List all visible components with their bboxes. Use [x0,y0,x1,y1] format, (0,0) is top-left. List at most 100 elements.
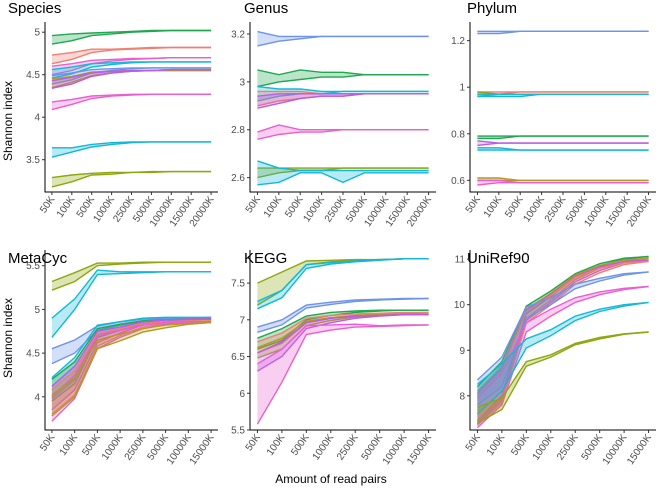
series-line-lower-3 [257,90,429,102]
x-tick-label: 2500K [335,432,361,462]
series-ribbon-2 [257,69,429,87]
series-ribbon-10 [51,171,212,187]
series-line-lower-4 [477,93,649,98]
x-tick-label: 100K [482,194,505,220]
x-tick-label: 5000K [580,432,606,462]
series-line-upper-1 [476,255,649,388]
y-tick-label: 4 [34,113,40,124]
x-tick-label: 2500K [323,194,349,224]
y-tick-label: 8 [459,391,465,402]
series-ribbon-1 [51,30,212,45]
y-tick-label: 5.5 [26,261,40,272]
y-axis-label-bottom: Shannon index [1,298,15,378]
y-tick-label: 3 [239,77,245,88]
series-ribbon-9 [51,322,212,416]
series-ribbon-7 [51,69,212,89]
x-tick-label: 15000K [405,432,434,467]
x-tick-label: 100K [55,194,78,220]
y-tick-label: 2.6 [231,173,245,184]
panel-title: Phylum [467,0,517,17]
y-tick-label: 4.5 [26,349,40,360]
series-line-lower-8 [51,93,212,111]
x-tick-label: 1000K [531,432,557,462]
series-line-upper-4 [51,316,212,379]
y-tick-label: 2.8 [231,125,245,136]
series-ribbon-7 [477,302,649,415]
y-tick-label: 4.5 [26,70,40,81]
y-tick-label: 7.5 [231,279,245,290]
x-tick-label: 500K [289,432,312,458]
series-line-upper-8 [257,323,429,365]
series-line-lower-6 [257,128,429,140]
series-line-upper-4 [476,260,649,397]
x-tick-label: 50K [38,194,57,215]
series-ribbon-8 [51,94,212,110]
x-tick-label: 50K [244,432,263,453]
series-line-upper-5 [257,311,429,343]
x-tick-label: 500K [80,432,103,458]
series-line-upper-7 [476,301,649,385]
y-tick-label: 9 [459,346,465,357]
series-line-upper-5 [476,271,649,381]
x-tick-label: 1000K [521,194,547,224]
series-line-lower-2 [51,46,212,65]
series-line-lower-9 [51,321,212,417]
series-line-upper-1 [257,30,429,38]
y-tick-label: 0.8 [451,129,465,140]
y-tick-label: 5.5 [231,426,245,437]
series-line-lower-3 [51,57,212,76]
x-tick-label: 2500K [555,432,581,462]
y-tick-label: 1 [459,83,465,94]
series-line-lower-2 [477,91,649,95]
series-ribbon-4 [51,61,212,79]
series-line-upper-8 [257,160,429,172]
series-ribbon-6 [257,125,429,140]
series-line-upper-6 [476,285,649,399]
y-tick-label: 3.2 [231,29,245,40]
series-ribbon-6 [51,70,212,88]
series-line-lower-7 [51,68,212,89]
series-line-lower-4 [257,309,429,350]
panel-title: MetaCyc [8,250,68,267]
y-tick-label: 11 [455,255,466,266]
series-ribbon-1 [51,262,212,291]
series-ribbon-6 [257,313,429,358]
series-line-lower-2 [257,258,429,310]
series-line-lower-4 [476,260,649,426]
y-tick-label: 0.6 [451,176,465,187]
panel-title: KEGG [244,250,287,267]
series-line-lower-6 [477,142,649,147]
series-line-lower-9 [477,181,649,186]
series-line-lower-1 [51,29,212,45]
series-line-lower-7 [257,314,429,372]
x-tick-label: 50K [38,432,57,453]
panel-title: UniRef90 [467,250,530,267]
series-line-lower-1 [477,30,649,35]
x-tick-label: 100K [265,432,288,458]
y-tick-label: 3.5 [26,155,40,166]
x-tick-label: 100K [485,432,508,458]
y-tick-label: 4 [34,392,40,403]
x-tick-label: 1000K [100,432,126,462]
x-tick-label: 2500K [123,432,149,462]
series-ribbon-9 [51,141,212,158]
series-ribbon-2 [51,47,212,64]
y-tick-label: 6.5 [231,352,245,363]
series-line-lower-9 [51,141,212,158]
series-line-lower-5 [477,135,649,140]
panel-phylum: Phylum0.60.811.250K100K500K1000K2500K500… [451,0,656,229]
series-line-lower-1 [51,261,212,291]
panel-species: Species3.544.5550K100K500K1000K2500K5000… [8,0,218,229]
series-line-lower-1 [257,35,429,47]
x-tick-label: 5000K [360,432,386,462]
panel-title: Genus [244,0,288,17]
series-line-lower-5 [476,271,649,406]
series-line-lower-6 [51,318,212,411]
series-line-lower-10 [51,170,212,188]
x-tick-label: 50K [244,194,263,215]
y-tick-label: 1.2 [451,36,465,47]
series-line-upper-7 [51,320,212,391]
series-ribbon-3 [51,57,212,75]
y-axis-label-top: Shannon index [1,81,15,161]
